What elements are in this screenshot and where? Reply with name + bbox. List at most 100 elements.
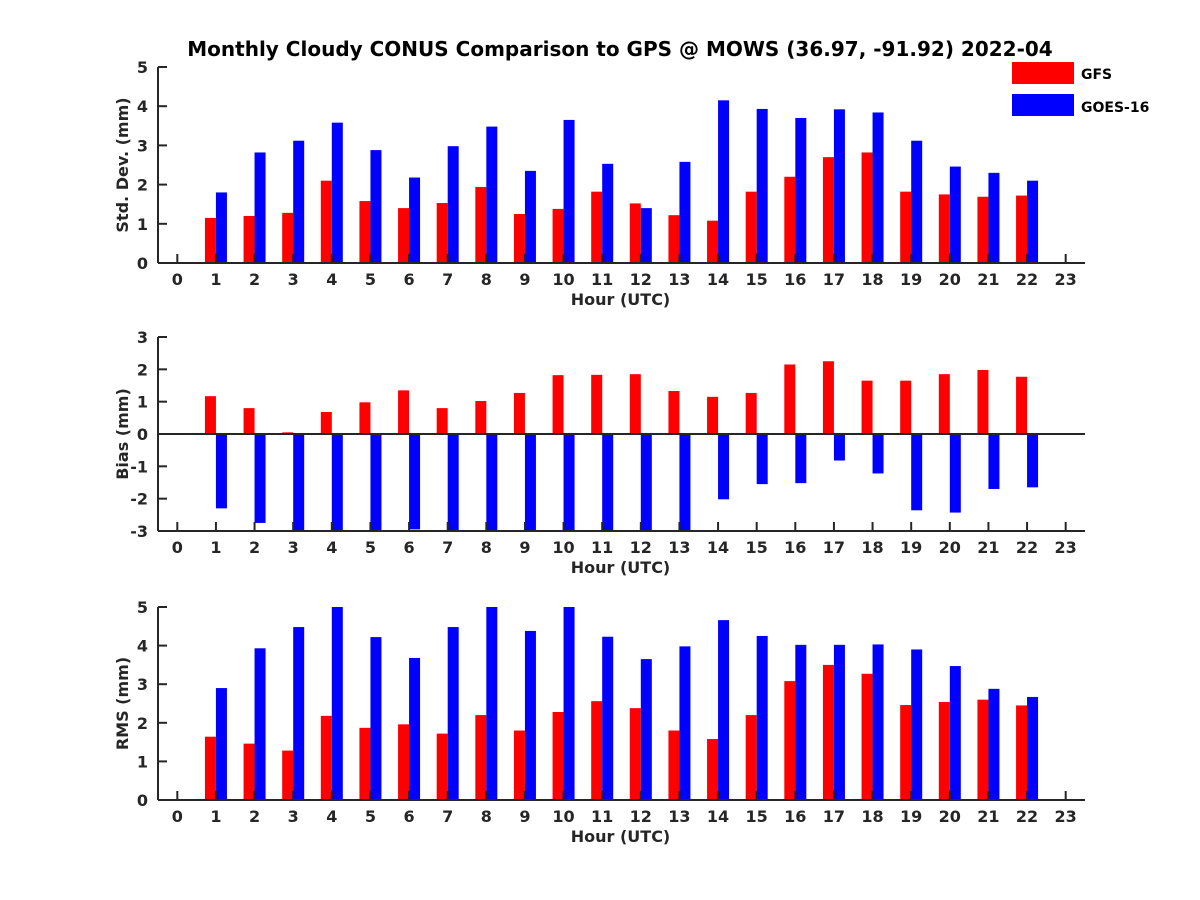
bar-gfs-hour-2 xyxy=(243,743,255,800)
bar-goes16-hour-5 xyxy=(370,637,382,800)
bar-gfs-hour-7 xyxy=(436,203,448,263)
y-tick-label: -1 xyxy=(130,457,148,476)
bar-gfs-hour-14 xyxy=(707,220,719,263)
x-tick-label: 22 xyxy=(1016,270,1038,289)
legend-swatch-goes16 xyxy=(1012,94,1074,116)
x-tick-label: 21 xyxy=(977,807,999,826)
legend: GFS GOES-16 xyxy=(1012,62,1149,116)
x-tick-label: 9 xyxy=(519,270,530,289)
x-tick-label: 12 xyxy=(630,807,652,826)
bar-goes16-hour-10 xyxy=(563,434,575,531)
bar-gfs-hour-4 xyxy=(320,715,332,800)
bar-goes16-hour-20 xyxy=(949,166,961,263)
bar-gfs-hour-9 xyxy=(513,392,525,434)
y-axis-label: Std. Dev. (mm) xyxy=(113,97,132,232)
x-tick-label: 2 xyxy=(249,807,260,826)
x-tick-label: 14 xyxy=(707,270,729,289)
bar-goes16-hour-14 xyxy=(718,620,730,800)
bar-goes16-hour-8 xyxy=(486,607,498,800)
y-tick-label: -2 xyxy=(130,490,148,509)
chart-title: Monthly Cloudy CONUS Comparison to GPS @… xyxy=(187,37,1052,61)
x-tick-label: 14 xyxy=(707,538,729,557)
bar-gfs-hour-11 xyxy=(591,701,603,800)
bar-gfs-hour-10 xyxy=(552,711,564,800)
bar-goes16-hour-10 xyxy=(563,119,575,263)
bar-goes16-hour-22 xyxy=(1027,696,1039,800)
bar-gfs-hour-6 xyxy=(398,724,410,800)
x-tick-label: 19 xyxy=(900,807,922,826)
x-tick-label: 6 xyxy=(403,270,414,289)
bar-goes16-hour-19 xyxy=(911,434,923,511)
x-tick-label: 8 xyxy=(481,807,492,826)
bar-gfs-hour-1 xyxy=(204,736,216,800)
x-tick-label: 2 xyxy=(249,270,260,289)
bar-goes16-hour-13 xyxy=(679,161,691,263)
x-tick-label: 17 xyxy=(823,270,845,289)
bar-goes16-hour-14 xyxy=(718,100,730,263)
bar-gfs-hour-20 xyxy=(938,194,950,263)
x-tick-label: 22 xyxy=(1016,807,1038,826)
x-tick-label: 16 xyxy=(784,807,806,826)
bar-gfs-hour-12 xyxy=(629,374,641,434)
x-tick-label: 23 xyxy=(1055,270,1077,289)
x-tick-label: 5 xyxy=(365,538,376,557)
x-tick-label: 19 xyxy=(900,538,922,557)
bar-gfs-hour-17 xyxy=(822,157,834,263)
bar-gfs-hour-5 xyxy=(359,201,371,263)
bar-gfs-hour-22 xyxy=(1016,195,1028,263)
bar-goes16-hour-18 xyxy=(872,112,884,263)
bar-goes16-hour-1 xyxy=(215,434,227,509)
x-tick-label: 17 xyxy=(823,807,845,826)
y-tick-label: 1 xyxy=(137,215,148,234)
bar-goes16-hour-16 xyxy=(795,117,807,264)
bar-gfs-hour-16 xyxy=(784,176,796,263)
y-tick-label: 4 xyxy=(137,97,148,116)
bar-gfs-hour-10 xyxy=(552,208,564,263)
y-tick-label: 0 xyxy=(137,791,148,810)
x-tick-label: 20 xyxy=(939,807,961,826)
x-tick-label: 4 xyxy=(326,807,337,826)
y-tick-label: 3 xyxy=(137,675,148,694)
x-tick-label: 16 xyxy=(784,538,806,557)
x-tick-label: 7 xyxy=(442,538,453,557)
x-tick-label: 1 xyxy=(210,270,221,289)
x-tick-label: 11 xyxy=(591,807,613,826)
bar-goes16-hour-2 xyxy=(254,434,266,523)
x-tick-label: 0 xyxy=(172,538,183,557)
bar-goes16-hour-13 xyxy=(679,646,691,800)
bar-gfs-hour-13 xyxy=(668,391,680,434)
bar-gfs-hour-12 xyxy=(629,708,641,800)
bar-gfs-hour-19 xyxy=(900,705,912,800)
bar-goes16-hour-8 xyxy=(486,434,498,531)
x-tick-label: 18 xyxy=(861,270,883,289)
x-tick-label: 11 xyxy=(591,270,613,289)
x-tick-label: 6 xyxy=(403,538,414,557)
x-tick-label: 5 xyxy=(365,270,376,289)
bar-gfs-hour-8 xyxy=(475,715,487,800)
bar-goes16-hour-11 xyxy=(602,434,614,531)
x-tick-label: 4 xyxy=(326,270,337,289)
x-tick-label: 10 xyxy=(552,270,574,289)
bar-goes16-hour-7 xyxy=(447,627,459,800)
legend-swatch-gfs xyxy=(1012,62,1074,84)
bar-gfs-hour-22 xyxy=(1016,376,1028,434)
x-tick-label: 12 xyxy=(630,270,652,289)
bar-goes16-hour-21 xyxy=(988,688,1000,800)
bar-goes16-hour-18 xyxy=(872,434,884,474)
bar-gfs-hour-1 xyxy=(204,396,216,434)
bar-gfs-hour-3 xyxy=(282,212,294,263)
bar-gfs-hour-18 xyxy=(861,673,873,800)
x-tick-label: 2 xyxy=(249,538,260,557)
x-tick-label: 10 xyxy=(552,538,574,557)
y-tick-label: 5 xyxy=(137,598,148,617)
bar-goes16-hour-17 xyxy=(833,644,845,800)
bar-gfs-hour-12 xyxy=(629,203,641,263)
bar-goes16-hour-9 xyxy=(524,434,536,531)
bar-goes16-hour-19 xyxy=(911,649,923,800)
bar-gfs-hour-8 xyxy=(475,186,487,263)
bar-gfs-hour-22 xyxy=(1016,705,1028,800)
bar-goes16-hour-2 xyxy=(254,648,266,800)
x-tick-label: 13 xyxy=(668,270,690,289)
bar-gfs-hour-5 xyxy=(359,402,371,434)
